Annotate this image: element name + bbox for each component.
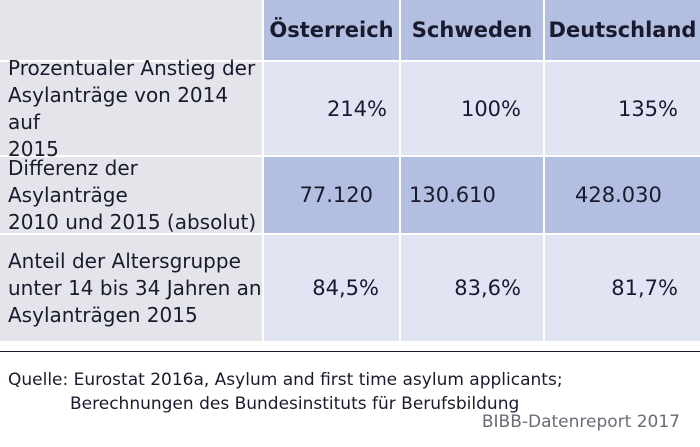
source-note: Quelle: Eurostat 2016a, Asylum and first…	[8, 368, 563, 416]
source-line: Quelle: Eurostat 2016a, Asylum and first…	[8, 370, 563, 390]
value-oesterreich: 77.120	[264, 157, 401, 235]
brand-label: BIBB-Datenreport 2017	[481, 412, 680, 432]
table-row: Anteil der Altersgruppe unter 14 bis 34 …	[0, 235, 700, 343]
data-table: Österreich Schweden Deutschland Prozentu…	[0, 0, 700, 343]
value-schweden: 100%	[401, 62, 545, 157]
row-label-line: unter 14 bis 34 Jahren an	[8, 275, 262, 300]
row-label-line: 2015	[8, 136, 59, 161]
value-deutschland: 135%	[545, 62, 700, 157]
row-label-line: Asylanträgen 2015	[8, 302, 198, 327]
footer: Quelle: Eurostat 2016a, Asylum and first…	[0, 351, 700, 447]
header-row: Österreich Schweden Deutschland	[0, 0, 700, 62]
header-deutschland: Deutschland	[545, 0, 700, 62]
source-line: Berechnungen des Bundesinstituts für Ber…	[70, 394, 520, 414]
value-deutschland: 428.030	[545, 157, 700, 235]
header-schweden: Schweden	[401, 0, 545, 62]
row-label: Differenz der Asylanträge 2010 und 2015 …	[0, 155, 264, 235]
row-label-line: Differenz der Asylanträge	[8, 155, 138, 207]
row-label: Anteil der Altersgruppe unter 14 bis 34 …	[0, 235, 264, 343]
row-label-line: Prozentualer Anstieg der	[8, 55, 256, 80]
row-label-line: 2010 und 2015 (absolut)	[8, 209, 257, 234]
value-deutschland: 81,7%	[545, 235, 700, 343]
header-oesterreich: Österreich	[264, 0, 401, 62]
row-label: Prozentualer Anstieg der Asylanträge von…	[0, 56, 264, 161]
header-corner	[0, 0, 264, 62]
row-label-line: Asylanträge von 2014 auf	[8, 82, 229, 134]
value-schweden: 83,6%	[401, 235, 545, 343]
row-label-line: Anteil der Altersgruppe	[8, 248, 241, 273]
value-oesterreich: 214%	[264, 62, 401, 157]
table-row: Differenz der Asylanträge 2010 und 2015 …	[0, 155, 700, 235]
value-oesterreich: 84,5%	[264, 235, 401, 343]
value-schweden: 130.610	[401, 157, 545, 235]
table-row: Prozentualer Anstieg der Asylanträge von…	[0, 56, 700, 161]
